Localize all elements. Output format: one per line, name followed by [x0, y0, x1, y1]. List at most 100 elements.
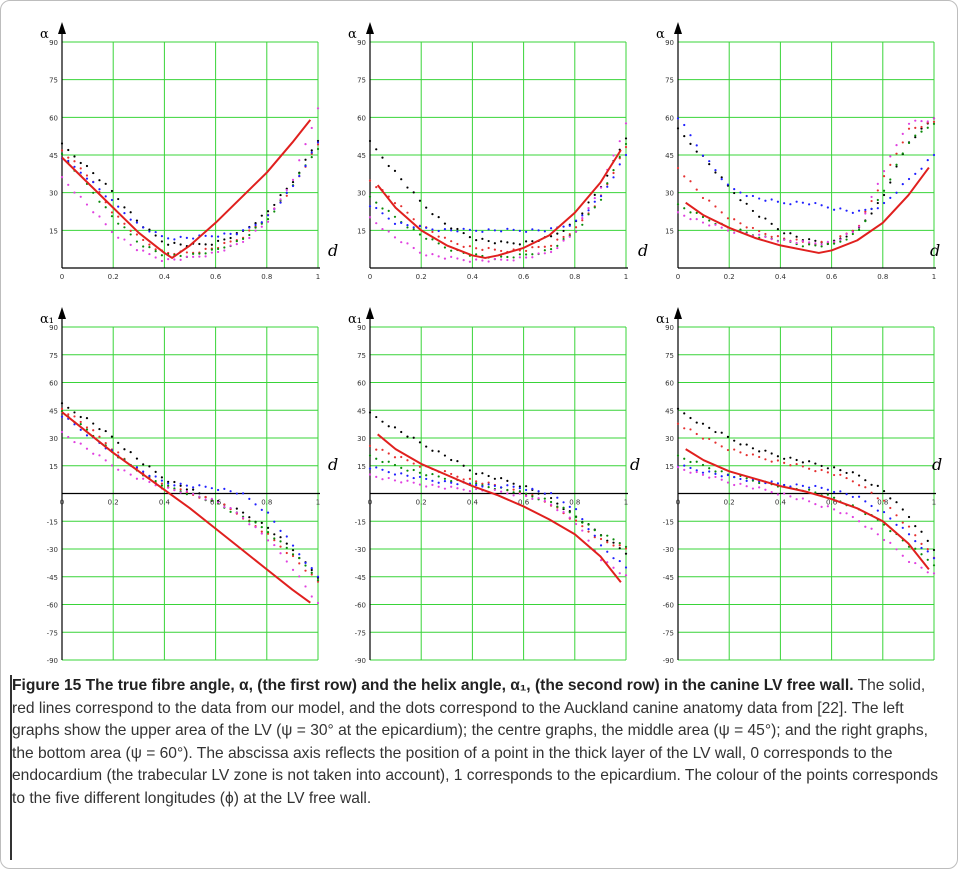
data-point — [726, 481, 730, 484]
data-point — [400, 481, 403, 484]
data-point — [173, 241, 176, 244]
data-point — [456, 487, 459, 490]
data-point — [223, 487, 226, 490]
data-point — [562, 235, 565, 239]
data-point — [826, 471, 829, 474]
data-point — [676, 454, 680, 457]
data-point — [475, 258, 478, 261]
data-point — [148, 228, 151, 231]
data-series-dots — [676, 117, 936, 214]
data-point — [882, 189, 886, 192]
data-point — [549, 496, 553, 500]
data-point — [223, 249, 226, 252]
model-line — [377, 433, 622, 583]
data-point — [148, 243, 151, 246]
y-tick-label: 15 — [665, 227, 674, 235]
data-point — [683, 468, 686, 472]
y-axis-label: α — [348, 27, 357, 42]
data-point — [624, 122, 628, 125]
data-point — [381, 207, 384, 210]
data-point — [406, 224, 409, 227]
data-point — [387, 425, 390, 428]
data-point — [683, 457, 686, 460]
data-point — [932, 548, 936, 552]
data-point — [173, 480, 176, 484]
data-point — [67, 413, 70, 416]
data-point — [820, 464, 823, 468]
data-point — [531, 253, 534, 256]
data-point — [676, 166, 680, 170]
y-tick-label: -15 — [355, 518, 366, 526]
data-point — [914, 540, 917, 543]
data-point — [864, 525, 867, 528]
data-point — [714, 441, 717, 444]
data-point — [437, 450, 440, 453]
data-point — [248, 523, 251, 526]
data-point — [204, 252, 207, 255]
data-point — [524, 488, 528, 492]
data-point — [839, 469, 842, 472]
x-tick-label: 0.6 — [826, 499, 838, 507]
data-point — [845, 232, 848, 236]
y-axis-arrow — [674, 307, 682, 319]
data-point — [310, 149, 313, 152]
data-point — [316, 601, 320, 605]
data-point — [241, 516, 245, 519]
data-point — [462, 488, 465, 491]
data-point — [167, 486, 170, 489]
data-point — [179, 258, 182, 261]
x-tick-label: 0.4 — [159, 499, 171, 507]
data-point — [683, 214, 686, 217]
data-point — [714, 475, 717, 479]
data-point — [839, 511, 842, 515]
data-point — [85, 174, 89, 177]
data-point — [708, 199, 711, 202]
data-point — [543, 245, 546, 248]
data-point — [316, 575, 320, 578]
data-point — [254, 526, 257, 529]
data-point — [689, 460, 692, 464]
data-point — [543, 497, 546, 500]
data-point — [185, 490, 188, 493]
data-point — [291, 544, 295, 547]
data-point — [456, 242, 459, 246]
data-point — [689, 211, 692, 214]
data-point — [437, 255, 440, 258]
data-point — [487, 228, 490, 231]
data-point — [870, 491, 873, 494]
data-point — [726, 183, 730, 186]
data-point — [154, 256, 157, 259]
data-point — [695, 432, 698, 436]
data-point — [808, 238, 811, 241]
data-point — [135, 219, 139, 222]
data-point — [210, 251, 213, 254]
data-point — [279, 529, 282, 532]
data-point — [739, 191, 742, 194]
x-tick-label: 0.6 — [210, 499, 222, 507]
data-point — [273, 203, 276, 207]
data-point — [493, 257, 496, 261]
data-point — [273, 539, 276, 542]
data-point — [368, 195, 372, 198]
data-point — [701, 196, 705, 200]
data-point — [412, 226, 415, 229]
data-series-dots — [368, 137, 628, 246]
data-point — [689, 466, 692, 470]
data-point — [739, 477, 742, 481]
data-point — [291, 553, 295, 556]
chart-panel-top-left: 15 30 45 60 75 90 0 0.2 0.4 0.6 0.8 1 α d — [40, 22, 338, 281]
data-point — [612, 538, 615, 541]
data-series-dots — [368, 444, 628, 550]
data-point — [418, 224, 422, 228]
chart-panel-bottom-centre: 90 75 60 45 30 15 -15 -30 -45 -60 -75 -90 0 0.2 0.4 0.6… — [348, 307, 640, 665]
figure-caption: Figure 15 The true fibre angle, α, (the … — [12, 675, 944, 810]
data-point — [708, 437, 711, 441]
data-point — [795, 498, 798, 501]
y-axis-arrow — [58, 307, 66, 319]
data-point — [67, 148, 70, 152]
data-point — [512, 256, 515, 259]
y-axis-label: α₁ — [348, 312, 362, 327]
data-point — [926, 571, 929, 574]
data-point — [720, 177, 723, 181]
data-point — [123, 238, 126, 241]
